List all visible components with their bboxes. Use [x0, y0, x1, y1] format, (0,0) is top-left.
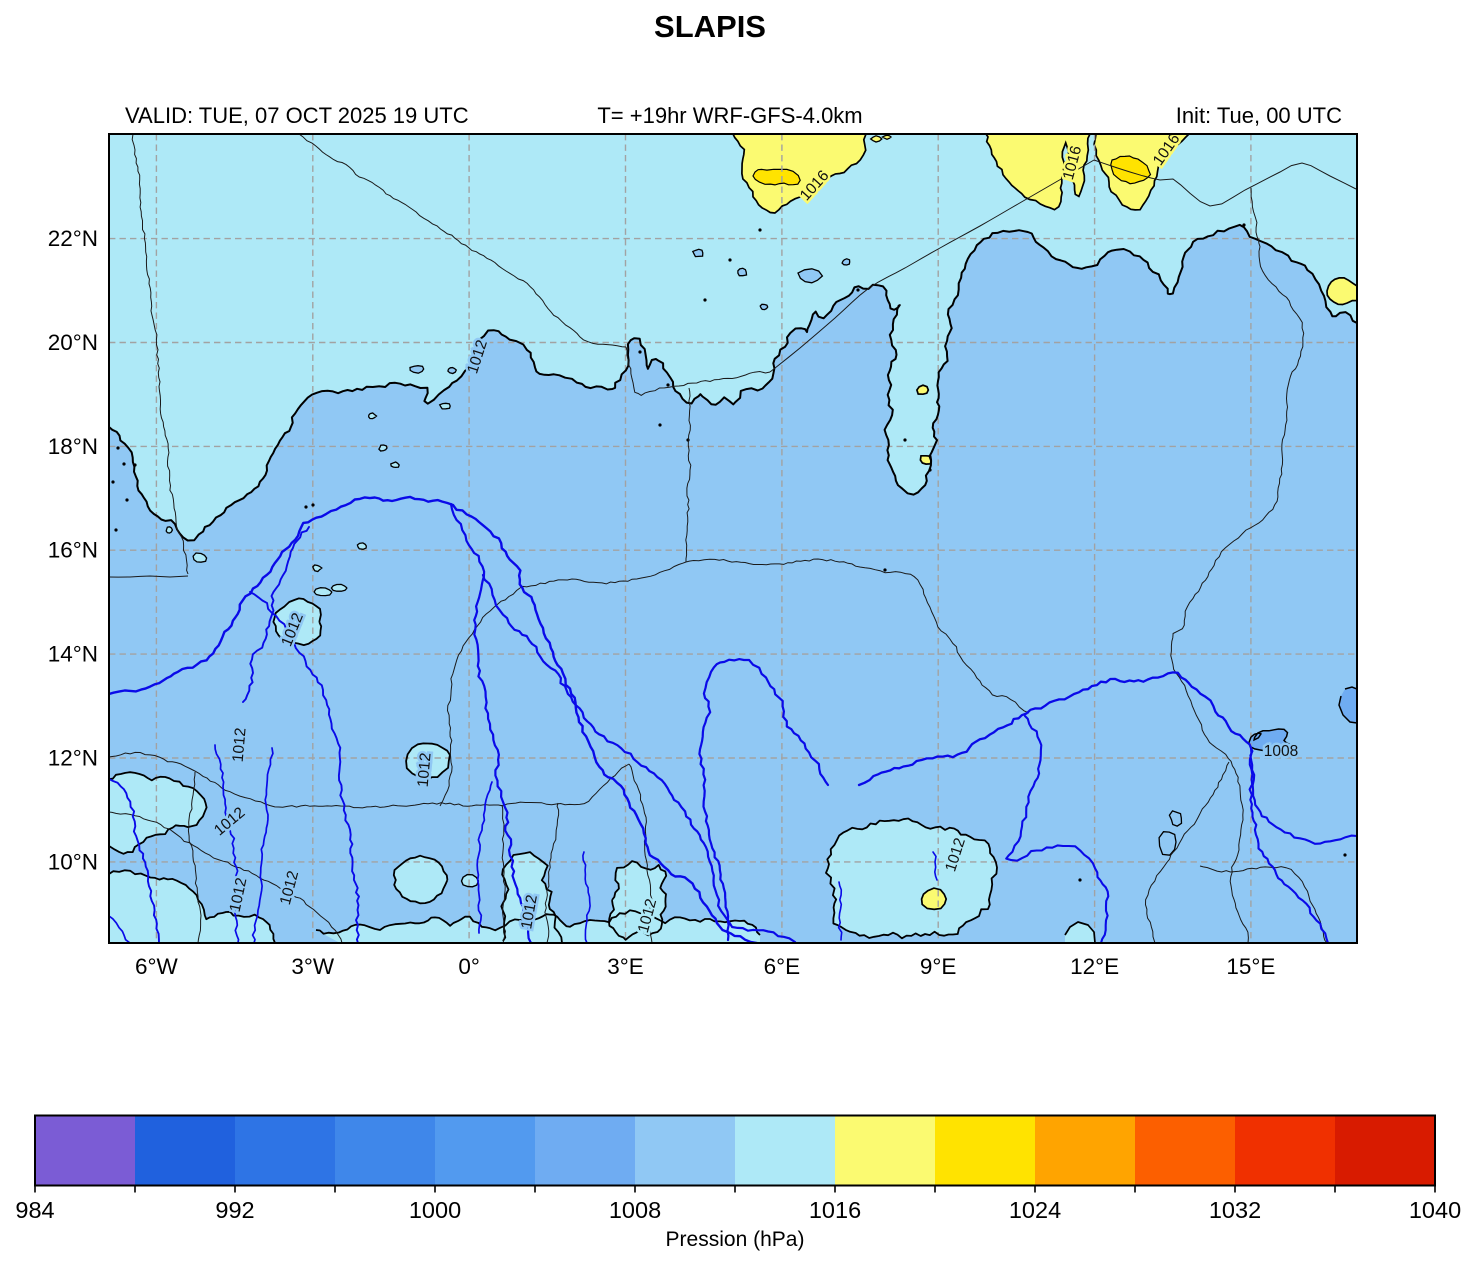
svg-text:1032: 1032 [1209, 1197, 1261, 1223]
svg-text:12°E: 12°E [1070, 954, 1119, 979]
svg-text:1008: 1008 [1264, 743, 1298, 760]
svg-text:992: 992 [215, 1197, 254, 1223]
svg-text:1012: 1012 [415, 752, 435, 788]
svg-text:Init: Tue, 00 UTC: Init: Tue, 00 UTC [1176, 103, 1342, 128]
svg-text:3°E: 3°E [607, 954, 644, 979]
svg-text:20°N: 20°N [48, 330, 98, 355]
svg-text:0°: 0° [458, 954, 480, 979]
svg-text:Pression (hPa): Pression (hPa) [666, 1228, 805, 1251]
svg-text:10°N: 10°N [48, 849, 98, 874]
svg-text:1024: 1024 [1009, 1197, 1061, 1223]
svg-text:1012: 1012 [230, 727, 250, 763]
svg-text:SLAPIS: SLAPIS [654, 9, 766, 44]
svg-text:15°E: 15°E [1226, 954, 1275, 979]
svg-text:9°E: 9°E [920, 954, 957, 979]
svg-text:16°N: 16°N [48, 538, 98, 563]
svg-text:12°N: 12°N [48, 746, 98, 771]
svg-text:984: 984 [15, 1197, 54, 1223]
svg-text:1008: 1008 [609, 1197, 661, 1223]
svg-text:VALID: TUE, 07 OCT 2025 19 UTC: VALID: TUE, 07 OCT 2025 19 UTC [125, 103, 469, 128]
svg-text:1016: 1016 [809, 1197, 861, 1223]
svg-text:1000: 1000 [409, 1197, 461, 1223]
svg-text:T= +19hr WRF-GFS-4.0km: T= +19hr WRF-GFS-4.0km [597, 103, 862, 128]
svg-text:6°W: 6°W [135, 954, 179, 979]
svg-text:3°W: 3°W [291, 954, 335, 979]
svg-text:14°N: 14°N [48, 642, 98, 667]
svg-text:18°N: 18°N [48, 434, 98, 459]
svg-text:1040: 1040 [1409, 1197, 1461, 1223]
svg-text:6°E: 6°E [764, 954, 801, 979]
svg-text:22°N: 22°N [48, 226, 98, 251]
